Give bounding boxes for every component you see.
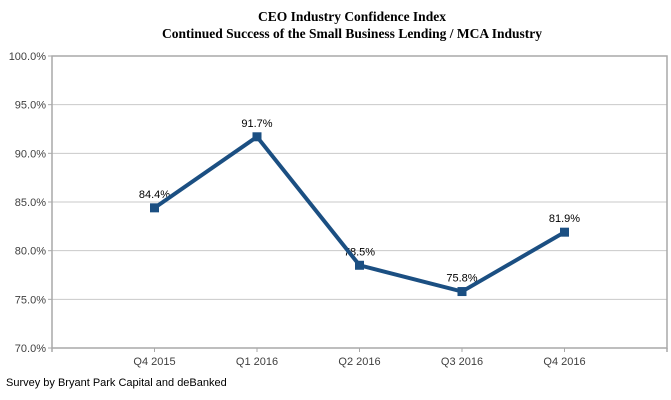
- x-axis-label: Q4 2016: [543, 356, 585, 368]
- source-note: Survey by Bryant Park Capital and deBank…: [6, 377, 227, 389]
- series-marker: [560, 227, 569, 237]
- y-axis-label: 100.0%: [9, 51, 47, 63]
- x-axis-label: Q2 2016: [338, 356, 380, 368]
- chart-title-line1: CEO Industry Confidence Index: [258, 9, 446, 24]
- y-axis-label: 95.0%: [15, 100, 46, 112]
- x-axis-label: Q4 2015: [133, 356, 175, 368]
- series-marker: [252, 132, 262, 142]
- series-marker: [355, 260, 364, 270]
- chart-title: CEO Industry Confidence Index Continued …: [162, 9, 542, 42]
- series-marker: [457, 287, 467, 297]
- y-axis-label: 90.0%: [15, 148, 46, 160]
- x-axis-label: Q1 2016: [236, 356, 278, 368]
- chart-title-line2: Continued Success of the Small Business …: [162, 25, 542, 41]
- y-axis-label: 80.0%: [15, 246, 46, 258]
- y-axis-label: 75.0%: [15, 294, 46, 306]
- data-label: 81.9%: [549, 213, 580, 225]
- x-axis-label: Q3 2016: [441, 356, 483, 368]
- data-label: 84.4%: [139, 189, 170, 201]
- y-axis-label: 85.0%: [15, 197, 46, 209]
- series-marker: [150, 203, 159, 213]
- y-axis-label: 70.0%: [15, 343, 46, 355]
- data-label: 75.8%: [446, 273, 477, 285]
- data-label: 91.7%: [241, 118, 272, 130]
